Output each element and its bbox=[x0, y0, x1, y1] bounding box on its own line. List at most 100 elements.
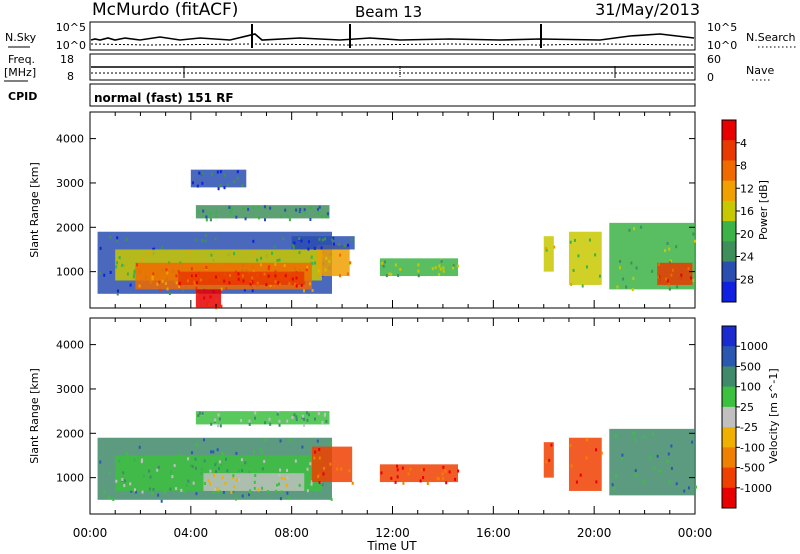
power-cell bbox=[116, 292, 119, 296]
velocity-cell bbox=[203, 481, 206, 485]
power-cell bbox=[219, 170, 222, 174]
power-cell bbox=[193, 283, 196, 287]
power-cell bbox=[635, 266, 638, 270]
power-cell bbox=[295, 284, 298, 288]
velocity-cell bbox=[550, 443, 553, 447]
velocity-cell bbox=[306, 411, 309, 415]
velocity-cell bbox=[191, 464, 194, 468]
velocity-cell bbox=[642, 480, 645, 484]
velocity-cell bbox=[675, 482, 678, 486]
velocity-cell bbox=[130, 489, 133, 493]
colorbar-tick-label: 12 bbox=[740, 182, 754, 195]
velocity-cell bbox=[325, 419, 328, 423]
power-cell bbox=[178, 284, 181, 288]
power-cell bbox=[251, 276, 254, 280]
power-cell bbox=[214, 237, 217, 241]
power-cell bbox=[668, 247, 671, 251]
velocity-cell bbox=[248, 493, 251, 497]
velocity-cell bbox=[309, 462, 312, 466]
colorbar-swatch bbox=[722, 221, 736, 242]
velocity-cell bbox=[202, 438, 205, 442]
power-cell bbox=[324, 268, 327, 272]
power-cell bbox=[156, 282, 159, 286]
power-x-axis bbox=[89, 112, 696, 308]
velocity-cell bbox=[306, 489, 309, 493]
power-cell bbox=[666, 241, 669, 245]
power-cell bbox=[417, 269, 420, 273]
velocity-cell bbox=[683, 489, 686, 493]
power-cell bbox=[390, 272, 393, 276]
power-cell bbox=[310, 255, 313, 259]
power-cell bbox=[622, 277, 625, 281]
velocity-cell bbox=[269, 422, 272, 426]
velocity-cell bbox=[257, 488, 260, 492]
power-cell bbox=[152, 247, 155, 251]
velocity-colorbar-label: Velocity [m s^-1] bbox=[767, 368, 780, 463]
power-cell bbox=[284, 274, 287, 278]
velocity-cell bbox=[212, 450, 215, 454]
power-cell bbox=[241, 183, 244, 187]
velocity-cell bbox=[253, 480, 256, 484]
velocity-cell bbox=[209, 469, 212, 473]
power-cell bbox=[545, 248, 548, 252]
colorbar-swatch bbox=[722, 180, 736, 202]
velocity-cell bbox=[203, 459, 206, 463]
colorbar-swatch bbox=[722, 261, 736, 283]
velocity-cell bbox=[171, 475, 174, 479]
power-cell bbox=[264, 218, 267, 222]
velocity-cell bbox=[634, 438, 637, 442]
colorbar-tick-label: 24 bbox=[740, 251, 754, 264]
velocity-cell bbox=[402, 481, 405, 485]
colorbar-tick-label: 20 bbox=[740, 228, 754, 241]
velocity-cell bbox=[409, 467, 412, 471]
nsky-panel: N.Sky 10^5 10^0 N.Search 10^5 10^0 bbox=[5, 21, 798, 52]
velocity-cell bbox=[278, 482, 281, 486]
power-cell bbox=[209, 217, 212, 221]
power-cell bbox=[196, 184, 199, 188]
colorbar-swatch bbox=[722, 160, 736, 182]
velocity-cell bbox=[173, 464, 176, 468]
power-cell bbox=[109, 270, 112, 274]
velocity-cell bbox=[634, 473, 637, 477]
velocity-cell bbox=[218, 417, 221, 421]
power-cell bbox=[251, 280, 254, 284]
velocity-cell bbox=[614, 434, 617, 438]
velocity-cell bbox=[216, 486, 219, 490]
power-colorbar: 4 8 12 16 20 24 28 bbox=[721, 119, 754, 303]
velocity-cell bbox=[197, 413, 200, 417]
power-cell bbox=[294, 282, 297, 286]
power-cell bbox=[438, 273, 441, 277]
power-cell bbox=[251, 289, 254, 293]
power-cell bbox=[664, 249, 667, 253]
power-cell bbox=[616, 285, 619, 289]
power-cell bbox=[205, 233, 208, 237]
power-cell bbox=[166, 287, 169, 291]
velocity-cell bbox=[241, 468, 244, 472]
velocity-cell bbox=[218, 460, 221, 464]
velocity-cell bbox=[121, 478, 124, 482]
velocity-cell bbox=[667, 452, 670, 456]
station-title: McMurdo (fitACF) bbox=[92, 0, 238, 20]
power-cell bbox=[215, 215, 218, 219]
power-cell bbox=[298, 237, 301, 241]
velocity-cell bbox=[687, 486, 690, 490]
velocity-cell bbox=[275, 489, 278, 493]
power-cell bbox=[273, 245, 276, 249]
power-cell bbox=[195, 286, 198, 290]
velocity-cell bbox=[195, 492, 198, 496]
velocity-cell bbox=[134, 490, 137, 494]
velocity-cell bbox=[122, 471, 125, 475]
velocity-cell bbox=[141, 490, 144, 494]
velocity-cell bbox=[230, 490, 233, 494]
nsky-trace bbox=[90, 33, 695, 41]
power-cell bbox=[203, 296, 206, 300]
power-cell bbox=[190, 274, 193, 278]
velocity-cell bbox=[129, 482, 132, 486]
velocity-cell bbox=[240, 458, 243, 462]
velocity-cell bbox=[151, 492, 154, 496]
velocity-cell bbox=[212, 490, 215, 494]
power-cell bbox=[293, 241, 296, 245]
power-cell bbox=[692, 278, 695, 282]
velocity-cell bbox=[396, 475, 399, 479]
